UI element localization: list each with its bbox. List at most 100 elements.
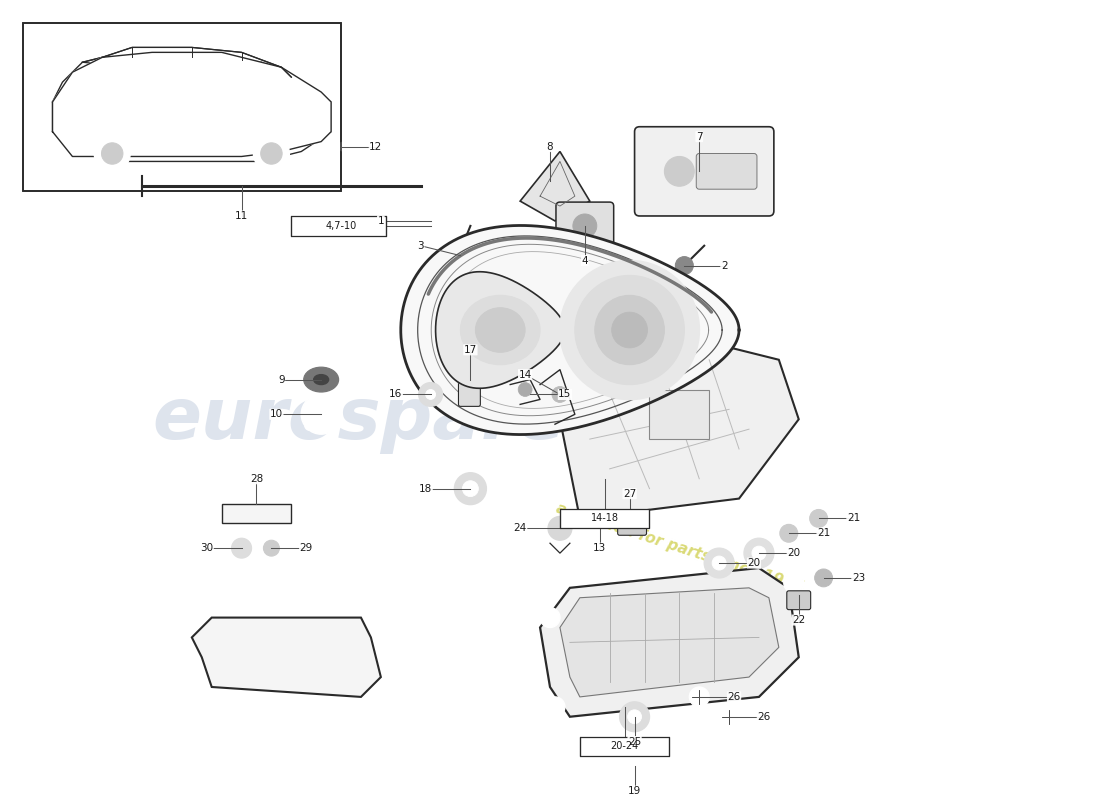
Text: 20: 20 bbox=[747, 558, 760, 568]
Circle shape bbox=[552, 386, 568, 402]
Circle shape bbox=[95, 136, 130, 171]
Ellipse shape bbox=[363, 142, 375, 151]
Circle shape bbox=[419, 382, 442, 406]
FancyBboxPatch shape bbox=[222, 503, 292, 523]
Text: 4,7-10: 4,7-10 bbox=[326, 221, 356, 231]
Polygon shape bbox=[400, 226, 739, 434]
Text: 18: 18 bbox=[419, 484, 432, 494]
Text: 1: 1 bbox=[377, 216, 384, 226]
Polygon shape bbox=[53, 52, 331, 157]
Circle shape bbox=[780, 524, 798, 542]
Circle shape bbox=[752, 546, 766, 560]
Text: 27: 27 bbox=[623, 489, 636, 498]
FancyBboxPatch shape bbox=[649, 390, 710, 439]
FancyBboxPatch shape bbox=[560, 509, 649, 528]
Polygon shape bbox=[436, 272, 565, 388]
Circle shape bbox=[301, 394, 341, 434]
Ellipse shape bbox=[461, 295, 540, 365]
Text: 24: 24 bbox=[514, 523, 527, 534]
Circle shape bbox=[664, 157, 694, 186]
Circle shape bbox=[462, 481, 478, 497]
Ellipse shape bbox=[475, 308, 525, 352]
Text: 14-18: 14-18 bbox=[591, 514, 618, 523]
Circle shape bbox=[264, 540, 279, 556]
Text: 26: 26 bbox=[757, 712, 770, 722]
Circle shape bbox=[454, 473, 486, 505]
Circle shape bbox=[101, 142, 123, 164]
Text: a passion for parts since 1985: a passion for parts since 1985 bbox=[553, 501, 805, 595]
Text: 30: 30 bbox=[200, 543, 213, 553]
Circle shape bbox=[518, 382, 532, 397]
Circle shape bbox=[253, 136, 289, 171]
Circle shape bbox=[595, 295, 664, 365]
FancyBboxPatch shape bbox=[292, 216, 386, 236]
Text: 20-24: 20-24 bbox=[610, 742, 639, 751]
FancyBboxPatch shape bbox=[696, 154, 757, 190]
Circle shape bbox=[712, 556, 726, 570]
Text: 16: 16 bbox=[389, 390, 403, 399]
Circle shape bbox=[628, 710, 641, 724]
Text: 21: 21 bbox=[847, 514, 860, 523]
Circle shape bbox=[612, 312, 648, 348]
Circle shape bbox=[619, 702, 649, 732]
FancyBboxPatch shape bbox=[556, 202, 614, 250]
Text: 12: 12 bbox=[370, 142, 383, 151]
Text: 4: 4 bbox=[582, 255, 588, 266]
Text: 2: 2 bbox=[720, 261, 727, 270]
Text: 9: 9 bbox=[278, 374, 285, 385]
Circle shape bbox=[815, 569, 833, 587]
FancyBboxPatch shape bbox=[786, 591, 811, 610]
Polygon shape bbox=[520, 151, 590, 221]
Circle shape bbox=[232, 538, 252, 558]
Text: 7: 7 bbox=[696, 132, 703, 142]
Text: 13: 13 bbox=[593, 543, 606, 553]
Circle shape bbox=[675, 257, 693, 274]
Circle shape bbox=[540, 608, 560, 627]
Circle shape bbox=[744, 538, 774, 568]
Ellipse shape bbox=[351, 142, 363, 151]
Text: 14: 14 bbox=[518, 370, 531, 380]
Text: 23: 23 bbox=[851, 573, 865, 583]
Polygon shape bbox=[560, 588, 779, 697]
Circle shape bbox=[452, 248, 469, 263]
Text: 21: 21 bbox=[817, 528, 830, 538]
Polygon shape bbox=[560, 340, 799, 518]
Polygon shape bbox=[102, 47, 292, 77]
FancyBboxPatch shape bbox=[23, 22, 341, 191]
Text: 3: 3 bbox=[417, 241, 424, 250]
Ellipse shape bbox=[315, 142, 328, 151]
Circle shape bbox=[704, 548, 734, 578]
Text: 15: 15 bbox=[559, 390, 572, 399]
Ellipse shape bbox=[314, 374, 329, 385]
Text: 28: 28 bbox=[250, 474, 263, 484]
Text: 17: 17 bbox=[464, 345, 477, 355]
Text: 19: 19 bbox=[628, 786, 641, 796]
Circle shape bbox=[719, 707, 739, 726]
Ellipse shape bbox=[304, 367, 339, 392]
FancyBboxPatch shape bbox=[459, 373, 481, 406]
Text: 25: 25 bbox=[628, 737, 641, 746]
Circle shape bbox=[548, 517, 572, 540]
Circle shape bbox=[690, 687, 710, 707]
Circle shape bbox=[311, 404, 331, 424]
FancyBboxPatch shape bbox=[618, 511, 647, 535]
Circle shape bbox=[784, 573, 804, 593]
FancyBboxPatch shape bbox=[580, 737, 670, 757]
Circle shape bbox=[573, 214, 597, 238]
Circle shape bbox=[774, 682, 794, 702]
Circle shape bbox=[575, 275, 684, 385]
Text: eurospares: eurospares bbox=[153, 385, 609, 454]
Circle shape bbox=[261, 142, 283, 164]
Ellipse shape bbox=[339, 142, 352, 151]
Text: 10: 10 bbox=[270, 410, 283, 419]
Text: 8: 8 bbox=[547, 142, 553, 151]
Text: 29: 29 bbox=[299, 543, 312, 553]
Text: 22: 22 bbox=[792, 615, 805, 625]
Polygon shape bbox=[191, 618, 381, 697]
Circle shape bbox=[544, 697, 565, 717]
FancyBboxPatch shape bbox=[635, 126, 774, 216]
Text: 26: 26 bbox=[727, 692, 740, 702]
Circle shape bbox=[426, 390, 436, 399]
Text: 20: 20 bbox=[788, 548, 801, 558]
Text: 11: 11 bbox=[235, 211, 249, 221]
